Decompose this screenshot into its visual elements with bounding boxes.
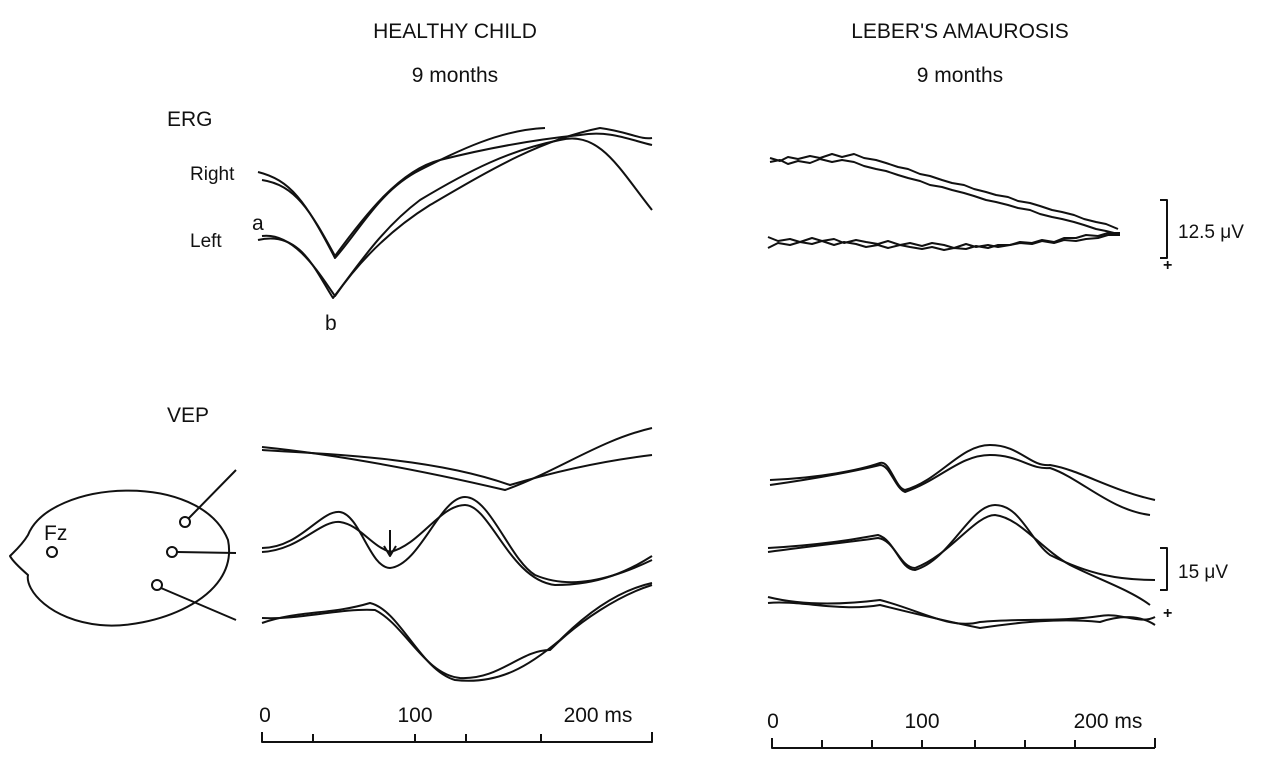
trace	[767, 232, 1120, 249]
time-label: 0	[259, 704, 271, 727]
scale-bar	[1160, 547, 1168, 591]
polarity: +	[1163, 257, 1172, 274]
head-outline	[9, 489, 231, 627]
trace	[261, 449, 653, 486]
time-label: 200 ms	[564, 704, 633, 727]
trace	[767, 601, 1156, 629]
trace	[261, 582, 653, 682]
time-axis	[771, 738, 1156, 749]
electrode	[151, 579, 163, 591]
trace	[261, 132, 653, 257]
leber-erg-traces	[767, 153, 1120, 251]
head-diagram: Fz	[9, 469, 237, 627]
vep-arrow	[383, 530, 397, 557]
lead	[160, 469, 237, 621]
scale-label: 12.5 μV	[1178, 222, 1244, 243]
time-label: 100	[904, 710, 939, 733]
time-label: 100	[397, 704, 432, 727]
erg-label: ERG	[167, 108, 213, 131]
leber-vep-traces	[767, 444, 1156, 629]
trace	[261, 496, 653, 584]
trace	[769, 158, 1119, 235]
trace	[767, 596, 1156, 625]
trace	[767, 514, 1151, 606]
panel-title: HEALTHY CHILD	[373, 20, 537, 43]
healthy-vep-traces	[261, 427, 653, 682]
trace	[261, 504, 653, 586]
healthy-erg-traces	[257, 127, 653, 299]
panel-title: LEBER'S AMAUROSIS	[851, 20, 1069, 43]
scale-bar	[1160, 199, 1168, 259]
electrode	[179, 516, 191, 528]
right-label: Right	[190, 164, 235, 185]
wave-a: a	[252, 212, 264, 235]
electrode-label: Fz	[44, 522, 67, 545]
panel-subtitle: 9 months	[917, 64, 1003, 87]
trace	[257, 137, 653, 299]
scale-label: 15 μV	[1178, 562, 1228, 583]
vep-label: VEP	[167, 404, 209, 427]
trace	[261, 584, 653, 680]
trace	[261, 427, 653, 491]
left-label: Left	[190, 231, 222, 252]
trace	[767, 504, 1156, 581]
trace	[769, 444, 1156, 501]
trace	[257, 127, 546, 259]
trace	[767, 234, 1120, 251]
time-axis	[261, 732, 653, 743]
electrode	[46, 546, 58, 558]
wave-b: b	[325, 312, 337, 335]
time-label: 200 ms	[1074, 710, 1143, 733]
polarity: +	[1163, 605, 1172, 622]
time-label: 0	[767, 710, 779, 733]
electrode	[166, 546, 178, 558]
trace	[769, 153, 1119, 230]
panel-subtitle: 9 months	[412, 64, 498, 87]
trace	[261, 127, 653, 297]
trace	[769, 454, 1151, 516]
